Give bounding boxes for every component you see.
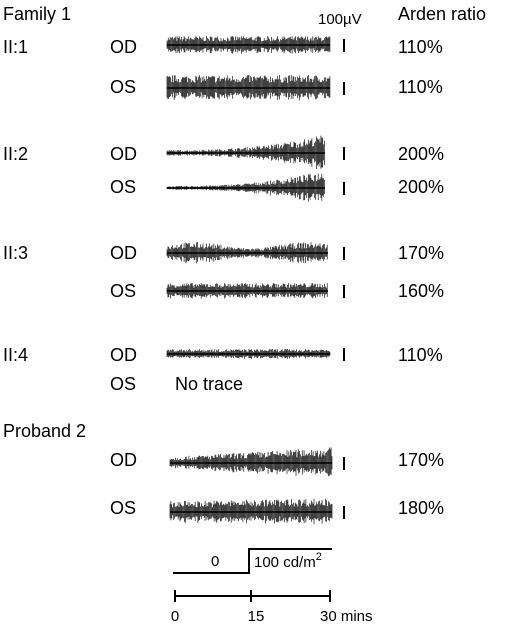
ratio: 200%	[398, 177, 444, 197]
scale-label: 100µV	[318, 11, 362, 28]
group-label: II:2	[3, 144, 28, 164]
eye-label: OD	[110, 243, 137, 263]
ratio: 180%	[398, 498, 444, 518]
timeline-label: 15	[248, 608, 265, 625]
eye-label: OS	[110, 281, 136, 301]
ratio: 160%	[398, 281, 444, 301]
family-title: Family 1	[3, 4, 71, 24]
ratio: 110%	[398, 37, 443, 57]
eye-label: OD	[110, 345, 137, 365]
group-label: II:3	[3, 243, 28, 263]
ratio: 170%	[398, 450, 444, 470]
group-label: II:4	[3, 345, 28, 365]
ratio: 170%	[398, 243, 444, 263]
proband-label: Proband 2	[3, 421, 86, 441]
eye-label: OS	[110, 77, 136, 97]
timeline-label: 0	[171, 608, 179, 625]
eye-label: OD	[110, 450, 137, 470]
eye-label: OD	[110, 144, 137, 164]
dark-label: 0	[211, 553, 219, 570]
ratio: 110%	[398, 77, 443, 97]
ratio-heading: Arden ratio	[398, 4, 486, 24]
eye-label: OS	[110, 498, 136, 518]
no-trace-note: No trace	[175, 374, 243, 394]
eog-trace	[169, 447, 333, 477]
stimulus-step	[173, 548, 332, 574]
group-label: II:1	[3, 37, 28, 57]
eye-label: OS	[110, 374, 136, 394]
eye-label: OD	[110, 37, 137, 57]
ratio: 200%	[398, 144, 444, 164]
light-label: 100 cd/m2	[254, 551, 322, 571]
eye-label: OS	[110, 177, 136, 197]
ratio: 110%	[398, 345, 443, 365]
timeline-label: 30 mins	[320, 608, 373, 625]
